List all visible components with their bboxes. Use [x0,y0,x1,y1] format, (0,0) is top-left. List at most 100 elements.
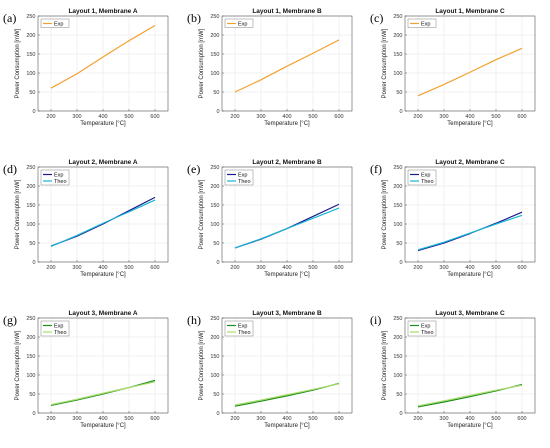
y-tick-label: 200 [393,184,402,190]
legend-entry: Theo [54,330,67,336]
x-tick-label: 400 [465,265,474,271]
x-tick-label: 600 [517,416,526,422]
panel-label: (a) [3,11,16,25]
x-axis-label: Temperature [°C] [447,272,493,278]
y-tick-label: 250 [26,14,35,20]
x-tick-label: 500 [308,114,317,120]
y-tick-label: 250 [393,316,402,322]
series-line-exp [417,47,523,97]
x-tick-label: 600 [517,265,526,271]
y-tick-label: 150 [210,203,219,209]
x-tick-label: 200 [46,416,55,422]
legend-box [224,18,254,28]
legend-entry: Theo [421,179,434,185]
y-tick-label: 200 [210,184,219,190]
x-axis-label: Temperature [°C] [80,423,126,429]
x-tick-label: 200 [46,114,55,120]
y-tick-label: 100 [210,71,219,77]
y-tick-label: 150 [26,354,35,360]
chart-title: Layout 1, Membrane B [252,8,322,15]
y-tick-label: 200 [393,33,402,39]
chart-title: Layout 2, Membrane C [435,159,505,166]
x-axis-label: Temperature [°C] [264,423,310,429]
y-tick-label: 100 [26,71,35,77]
y-tick-label: 50 [213,241,219,247]
y-tick-label: 200 [393,335,402,341]
y-tick-label: 250 [26,165,35,171]
x-tick-label: 200 [230,114,239,120]
y-tick-label: 0 [399,411,402,417]
chart-panel-3: 200 300 400 500 600 0 50 100 150 200 250 Exp Layout … [370,8,536,127]
y-axis-label: Power Consumption [mW] [199,179,205,249]
panel-label: (g) [3,313,17,327]
x-tick-label: 400 [98,265,107,271]
series-line-theo [234,383,340,406]
panel-label: (h) [187,313,201,327]
x-tick-label: 200 [46,265,55,271]
x-tick-label: 500 [491,416,500,422]
x-tick-label: 600 [150,265,159,271]
y-tick-label: 0 [216,109,219,115]
y-tick-label: 0 [32,260,35,266]
x-tick-label: 200 [413,265,422,271]
x-tick-label: 500 [491,114,500,120]
legend-box [40,18,70,28]
legend-entry: Theo [238,179,251,185]
y-tick-label: 0 [32,411,35,417]
legend-entry: Theo [238,330,251,336]
legend-box [407,18,437,28]
legend-entry: Theo [421,330,434,336]
x-tick-label: 300 [72,114,81,120]
y-tick-label: 50 [213,90,219,96]
series-line-theo [417,214,523,251]
y-axis-label: Power Consumption [mW] [15,28,21,98]
x-tick-label: 400 [98,114,107,120]
y-tick-label: 50 [396,241,402,247]
series-line-theo [417,384,523,407]
y-tick-label: 150 [210,52,219,58]
chart-title: Layout 1, Membrane A [68,8,137,15]
x-tick-label: 600 [150,114,159,120]
legend-entry: Exp [238,324,247,330]
y-tick-label: 0 [216,411,219,417]
x-axis-label: Temperature [°C] [80,121,126,127]
y-tick-label: 0 [399,260,402,266]
x-tick-label: 300 [72,416,81,422]
panel-label: (d) [3,162,17,176]
y-tick-label: 100 [26,373,35,379]
y-tick-label: 200 [210,33,219,39]
y-tick-label: 200 [210,335,219,341]
legend-entry: Exp [54,324,63,330]
legend-entry: Exp [421,22,430,28]
y-tick-label: 50 [396,90,402,96]
series-line-exp [50,24,156,89]
legend-entry: Exp [54,22,63,28]
y-tick-label: 200 [26,335,35,341]
x-tick-label: 600 [150,416,159,422]
legend-entry: Exp [54,173,63,179]
y-tick-label: 150 [26,203,35,209]
y-tick-label: 150 [393,52,402,58]
y-tick-label: 250 [393,14,402,20]
legend-entry: Theo [54,179,67,185]
x-axis-label: Temperature [°C] [447,121,493,127]
y-tick-label: 100 [210,373,219,379]
y-axis-label: Power Consumption [mW] [199,330,205,400]
x-tick-label: 500 [308,416,317,422]
panel-label: (i) [370,313,381,327]
y-axis-label: Power Consumption [mW] [199,28,205,98]
y-tick-label: 100 [26,222,35,228]
x-tick-label: 600 [517,114,526,120]
y-tick-label: 150 [210,354,219,360]
x-tick-label: 500 [308,265,317,271]
y-tick-label: 250 [26,316,35,322]
x-tick-label: 500 [491,265,500,271]
legend-entry: Exp [238,173,247,179]
x-tick-label: 200 [230,416,239,422]
x-tick-label: 300 [256,265,265,271]
x-tick-label: 300 [439,416,448,422]
